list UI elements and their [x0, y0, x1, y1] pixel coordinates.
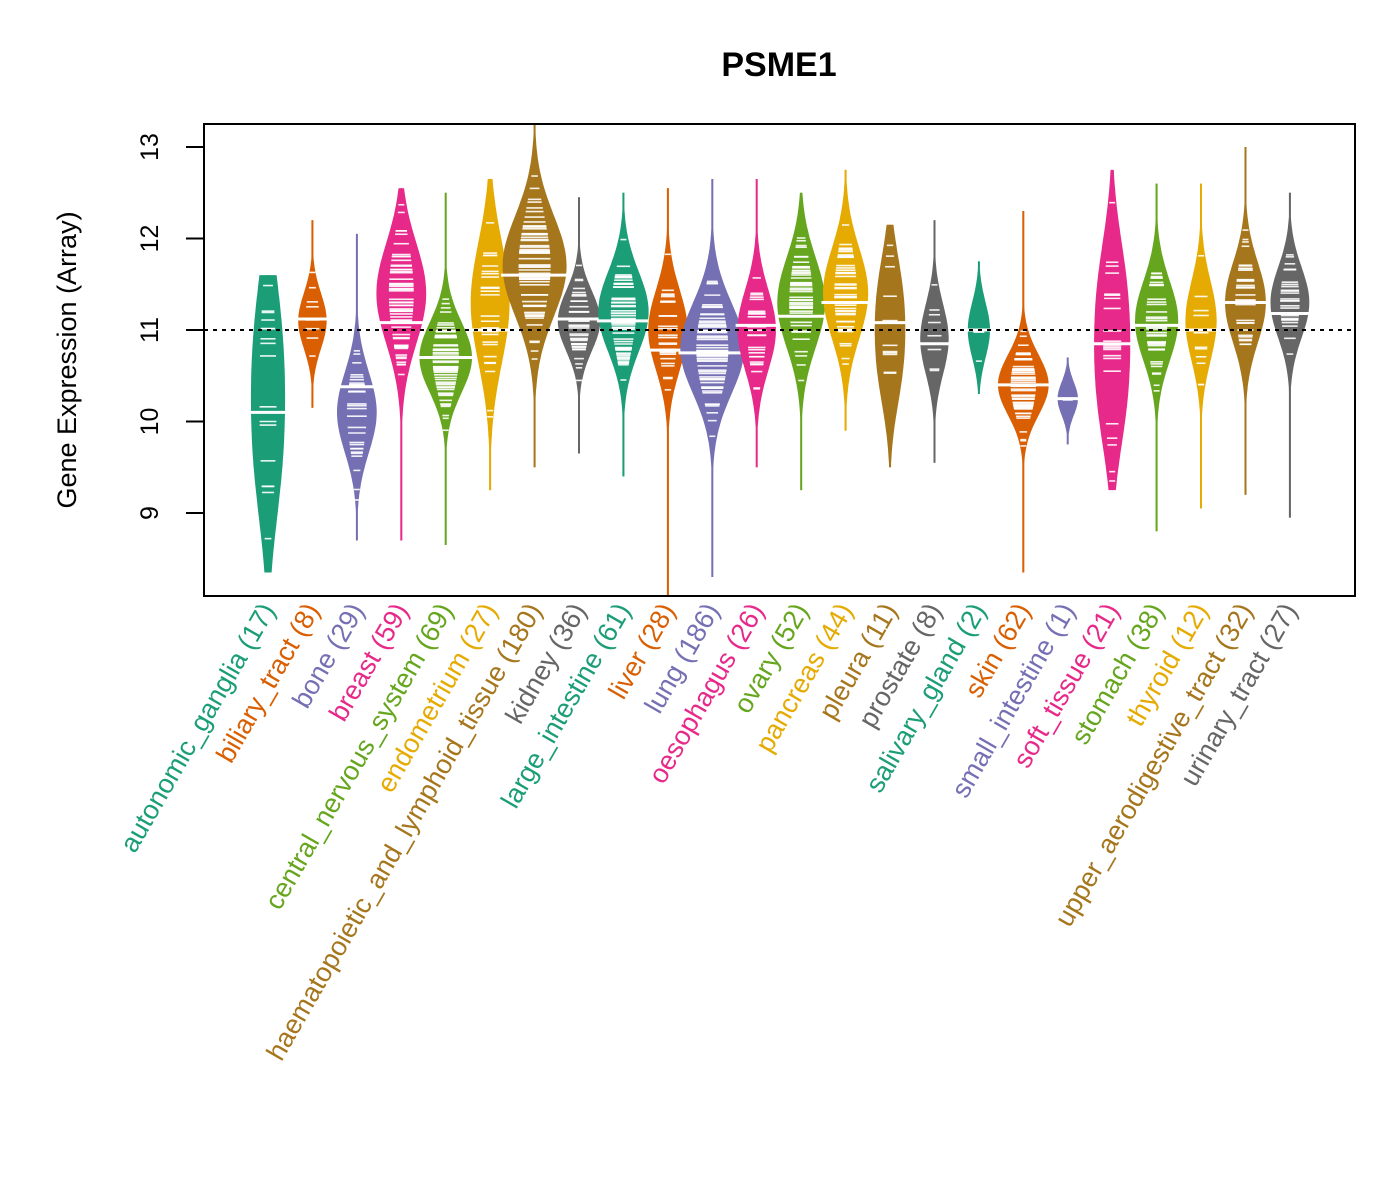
y-axis-label: Gene Expression (Array)	[52, 211, 82, 508]
y-tick-label: 12	[136, 225, 164, 253]
violin-haematopoietic_and_lymphoid_tissue	[501, 124, 569, 468]
violin-skin	[995, 211, 1051, 573]
y-axis: 9 10 11 12 13	[136, 133, 204, 520]
y-tick-label: 10	[136, 408, 164, 436]
violin-stomach	[1133, 183, 1181, 532]
violin-urinary_tract	[1269, 192, 1311, 518]
violin-kidney	[555, 197, 603, 454]
violin-breast	[376, 188, 427, 541]
violin-bone	[337, 233, 377, 541]
violin-pleura	[872, 224, 908, 468]
violin-pancreas	[821, 169, 870, 431]
violins-group	[249, 124, 1311, 596]
violin-oesophagus	[735, 179, 778, 468]
violin-lung	[678, 179, 747, 578]
chart-title: PSME1	[721, 46, 836, 84]
violin-upper_aerodigestive_tract	[1223, 147, 1268, 495]
violin-large_intestine	[596, 192, 650, 477]
plot-frame	[203, 123, 1356, 597]
violin-biliary_tract	[296, 220, 329, 408]
violin-thyroid	[1183, 183, 1219, 509]
violin-soft_tissue	[1092, 169, 1133, 491]
violin-endometrium	[470, 179, 510, 491]
violin-salivary_gland	[965, 261, 992, 395]
y-tick-label: 11	[136, 317, 164, 343]
violin-ovary	[776, 192, 826, 491]
violin-central_nervous_system	[417, 192, 475, 546]
y-tick-label: 13	[136, 133, 164, 161]
violin-liver	[648, 188, 688, 596]
violin-prostate	[918, 220, 951, 463]
x-axis-labels: autonomic_ganglia (17)biliary_tract (8)b…	[114, 598, 1303, 1065]
violin-small_intestine	[1055, 357, 1080, 445]
y-tick-label: 9	[136, 506, 164, 520]
violin-autonomic_ganglia	[249, 275, 287, 573]
